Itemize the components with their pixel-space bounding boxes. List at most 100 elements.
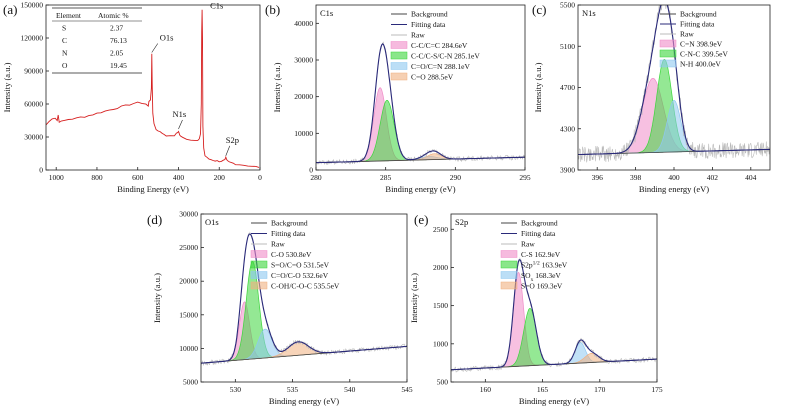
table-cell-atomic-1: 76.13 [110,36,127,45]
legend-swatch-b-3 [390,41,408,49]
fitting-envelope-e [451,259,657,371]
legend-label-d-1: Fitting data [271,229,306,238]
legend-label-d-5: C=O/C-O 532.6eV [271,271,329,280]
x-tick-label-c-1: 398 [630,173,642,182]
y-tick-label-d-5: 30000 [179,210,198,219]
legend-label-e-6: S=O 169.3eV [521,282,563,291]
panel-e: (e) 160 165 170 175 500 1000 1500 2000 2500 Bindin… [409,212,663,406]
core-level-tag-e: S2p [455,217,468,227]
legend-label-c-0: Background [680,10,717,19]
legend-swatch-d-6 [250,281,268,290]
fitting-envelope-d [201,233,407,364]
legend-label-c-5: N-H 400.0eV [680,60,721,69]
legend-swatch-b-4 [390,51,408,60]
y-tick-label-e-1: 1000 [433,339,448,348]
panel-label-c: (c) [532,2,546,17]
legend-superscript: 1/2 [533,261,540,267]
panel-c: (c) 396 398 400 402 404 3900 4300 4700 5100 5500 Bi… [532,1,771,194]
legend-swatch-d-5 [250,271,268,279]
table-cell-element-3: O [62,61,68,70]
legend-label-d-3: C-O 530.8eV [271,250,312,259]
x-tick-label-c-3: 402 [707,173,719,182]
x-tick-label-d-3: 545 [401,385,413,394]
x-axis-label-e: Binding energy (eV) [519,396,589,406]
y-tick-label-d-2: 15000 [179,310,198,319]
x-tick-label-a-4: 200 [214,173,226,182]
panel-label-d: (d) [147,212,162,227]
component-peak-e-2 [451,342,657,371]
x-tick-label-a-3: 400 [173,173,185,182]
y-tick-label-a-1: 30000 [24,133,43,142]
legend-swatch-e-4 [500,260,518,269]
table-cell-atomic-2: 2.05 [110,49,123,58]
x-tick-label-e-0: 160 [480,385,492,394]
x-tick-label-a-1: 800 [91,173,103,182]
core-level-tag-b: C1s [320,8,333,18]
x-tick-label-e-3: 175 [651,385,663,394]
panel-label-b: (b) [265,2,280,17]
x-tick-label-a-5: 0 [258,173,262,182]
legend-swatch-e-6 [500,281,518,290]
y-tick-label-c-2: 4700 [560,83,575,92]
legend-label-c-3: C=N 398.9eV [680,40,723,49]
legend-label-b-6: C=O 288.5eV [411,73,454,82]
legend-label-e-4: S2p1/2 163.9eV [521,261,568,270]
y-axis-label-a: Intensity (a.u.) [2,62,12,112]
y-tick-label-a-4: 120000 [21,34,44,43]
axes-frame-e [450,213,658,383]
legend-swatch-c-3 [659,39,677,48]
table-header-0: Element [56,11,82,20]
table-header-1: Atomic % [98,11,129,20]
y-tick-label-c-4: 5500 [560,1,575,10]
y-axis-label-b: Intensity (a.u.) [272,62,282,112]
y-tick-label-a-3: 90000 [24,67,43,76]
x-tick-label-c-0: 396 [592,173,604,182]
x-axis-label-d: Binding energy (eV) [269,396,339,406]
legend-label-d-6: C-OH/C-O-C 535.5eV [271,282,340,291]
legend-subscript: x [531,277,534,283]
peak-annotation-c1s: C1s [210,1,223,11]
y-tick-label-d-0: 5000 [183,378,198,387]
legend-label-d-2: Raw [271,240,285,249]
peak-annotation-s2p: S2p [226,135,239,145]
legend-label-b-3: C-C/C=C 284.6eV [411,41,468,50]
panel-d: (d) 530 535 540 545 5000 10000 15000 20000 25000 3… [147,210,413,407]
fitting-envelope-c [578,5,770,156]
x-tick-label-d-1: 535 [287,385,299,394]
legend-swatch-e-5 [500,271,518,279]
panel-label-a: (a) [3,2,17,17]
y-tick-label-e-4: 2500 [433,225,448,234]
y-tick-label-c-3: 5100 [560,42,575,51]
legend-label-e-2: Raw [521,240,535,249]
y-tick-label-c-1: 4300 [560,124,575,133]
y-axis-label-e: Intensity (a.u.) [409,273,419,323]
peak-annotation-n1s: N1s [172,109,186,119]
x-tick-label-a-2: 600 [132,173,144,182]
table-cell-atomic-3: 19.45 [110,61,127,70]
table-cell-element-1: C [62,36,67,45]
legend-label-d-0: Background [271,219,308,228]
legend-label-c-2: Raw [680,30,694,39]
axes-frame-d [200,213,408,383]
y-tick-label-b-3: 30000 [294,56,313,65]
y-tick-label-e-0: 500 [437,378,449,387]
x-tick-label-b-2: 290 [450,173,462,182]
survey-spectrum-line [46,9,260,168]
peak-arrow-o1s [151,43,159,53]
raw-spectrum-b [316,41,525,165]
y-tick-label-d-4: 25000 [179,243,198,252]
legend-label-e-0: Background [521,219,558,228]
legend-swatch-b-6 [390,72,408,81]
x-tick-label-c-2: 400 [668,173,680,182]
plot-area-b [316,41,525,165]
legend-label-b-2: Raw [411,31,425,40]
table-cell-atomic-0: 2.37 [110,24,123,33]
component-peak-b-0 [316,87,525,164]
x-tick-label-d-0: 530 [230,385,242,394]
peak-arrow-n1s [178,119,183,130]
